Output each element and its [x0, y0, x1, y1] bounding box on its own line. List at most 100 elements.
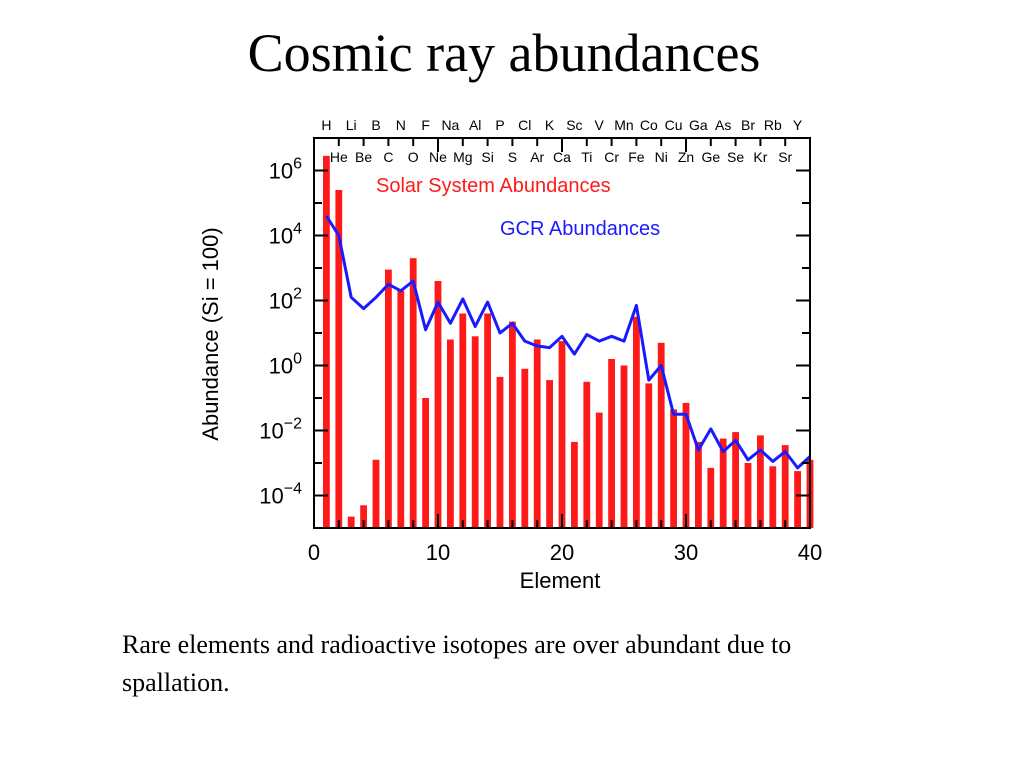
solar-bar-36 — [757, 435, 764, 528]
element-label-top: H — [321, 117, 331, 133]
element-label-bottom: Mg — [453, 149, 472, 165]
element-label-bottom: Ni — [655, 149, 668, 165]
solar-bar-19 — [546, 380, 553, 528]
element-label-bottom: Si — [481, 149, 493, 165]
legend-solar: Solar System Abundances — [376, 175, 611, 197]
element-label-bottom: Zn — [678, 149, 694, 165]
element-label-top: Al — [469, 117, 481, 133]
element-label-top: B — [371, 117, 380, 133]
x-tick-label: 30 — [674, 540, 698, 565]
x-tick-label: 20 — [550, 540, 574, 565]
solar-bar-8 — [409, 258, 417, 528]
slide-caption: Rare elements and radioactive isotopes a… — [122, 630, 792, 697]
element-label-top: Mn — [614, 117, 633, 133]
x-tick-label: 0 — [308, 540, 320, 565]
solar-bar-16 — [509, 321, 516, 528]
solar-bar-22 — [583, 381, 591, 529]
x-tick-label: 40 — [798, 540, 822, 565]
solar-bar-24 — [608, 359, 615, 528]
solar-bar-12 — [459, 313, 467, 528]
solar-bar-28 — [657, 342, 665, 529]
element-label-top: Cu — [665, 117, 683, 133]
solar-bar-14 — [484, 313, 491, 528]
element-label-top: Ga — [689, 117, 708, 133]
solar-bar-7 — [397, 290, 405, 528]
element-label-bottom: Se — [727, 149, 744, 165]
solar-bar-17 — [521, 368, 529, 529]
solar-bar-23 — [595, 412, 603, 528]
element-label-top: N — [396, 117, 406, 133]
solar-bar-6 — [385, 269, 392, 528]
solar-bar-15 — [496, 376, 504, 528]
solar-bar-31 — [695, 441, 702, 528]
element-label-top: Na — [441, 117, 459, 133]
element-label-top: F — [421, 117, 430, 133]
element-label-top: Cl — [518, 117, 531, 133]
element-label-top: Co — [640, 117, 658, 133]
solar-bar-35 — [744, 463, 752, 528]
solar-bar-5 — [372, 459, 380, 529]
axis-ticks-layer — [313, 137, 811, 529]
y-tick-label: 104 — [269, 221, 302, 249]
solar-bar-10 — [434, 281, 442, 528]
element-label-bottom: S — [508, 149, 517, 165]
element-label-top: Li — [346, 117, 357, 133]
y-tick-label: 100 — [269, 351, 302, 379]
solar-bar-33 — [719, 438, 727, 528]
element-label-bottom: Cr — [604, 149, 619, 165]
element-label-bottom: Kr — [753, 149, 767, 165]
solar-bar-27 — [645, 383, 653, 528]
x-tick-label: 10 — [426, 540, 450, 565]
y-axis-label: Abundance (Si = 100) — [198, 227, 223, 440]
axis-labels-layer: 106 104 102 100 10−2 10−4 0 10 20 30 40 H Li B N F Na Al P… — [259, 117, 822, 565]
solar-bar-20 — [558, 341, 566, 528]
legend-gcr: GCR Abundances — [500, 218, 660, 240]
element-label-bottom: Ti — [581, 149, 592, 165]
y-tick-label: 10−4 — [259, 481, 302, 509]
element-label-bottom: He — [330, 149, 348, 165]
solar-bar-1 — [323, 155, 330, 528]
solar-bar-18 — [533, 339, 541, 528]
solar-bars-layer — [323, 155, 814, 529]
gcr-series-line — [325, 215, 812, 470]
element-label-top: Sc — [566, 117, 582, 133]
solar-bar-4 — [360, 505, 367, 529]
solar-bar-26 — [633, 316, 640, 528]
solar-bar-25 — [620, 365, 628, 528]
solar-bar-21 — [571, 441, 578, 528]
solar-bar-37 — [769, 466, 777, 529]
element-label-bottom: Ar — [530, 149, 544, 165]
element-label-bottom: Sr — [778, 149, 792, 165]
solar-bar-34 — [732, 432, 739, 528]
element-label-bottom: Ne — [429, 149, 447, 165]
solar-bar-39 — [794, 471, 801, 528]
solar-bar-13 — [471, 336, 479, 529]
solar-bar-29 — [670, 409, 677, 528]
y-tick-label: 102 — [269, 286, 302, 314]
solar-bar-9 — [422, 398, 429, 528]
element-label-top: Y — [793, 117, 803, 133]
element-label-bottom: Ca — [553, 149, 571, 165]
element-label-top: As — [715, 117, 731, 133]
solar-bar-3 — [347, 516, 355, 528]
slide-title: Cosmic ray abundances — [247, 23, 761, 83]
solar-bar-38 — [781, 445, 789, 528]
x-axis-label: Element — [520, 568, 601, 593]
element-label-bottom: Ge — [701, 149, 720, 165]
element-label-top: V — [595, 117, 605, 133]
y-tick-label: 106 — [269, 156, 302, 184]
element-label-top: Br — [741, 117, 755, 133]
element-label-bottom: Fe — [628, 149, 645, 165]
element-label-bottom: O — [408, 149, 419, 165]
element-label-bottom: C — [383, 149, 393, 165]
solar-bar-30 — [682, 402, 690, 528]
element-label-top: P — [495, 117, 504, 133]
solar-bar-2 — [335, 190, 343, 528]
y-tick-label: 10−2 — [259, 416, 302, 444]
element-label-top: Rb — [764, 117, 782, 133]
solar-bar-11 — [447, 339, 454, 528]
element-label-bottom: Be — [355, 149, 372, 165]
element-label-top: K — [545, 117, 555, 133]
abundance-chart: 106 104 102 100 10−2 10−4 0 10 20 30 40 H Li B N F Na Al P… — [198, 117, 822, 593]
solar-bar-32 — [707, 467, 715, 528]
